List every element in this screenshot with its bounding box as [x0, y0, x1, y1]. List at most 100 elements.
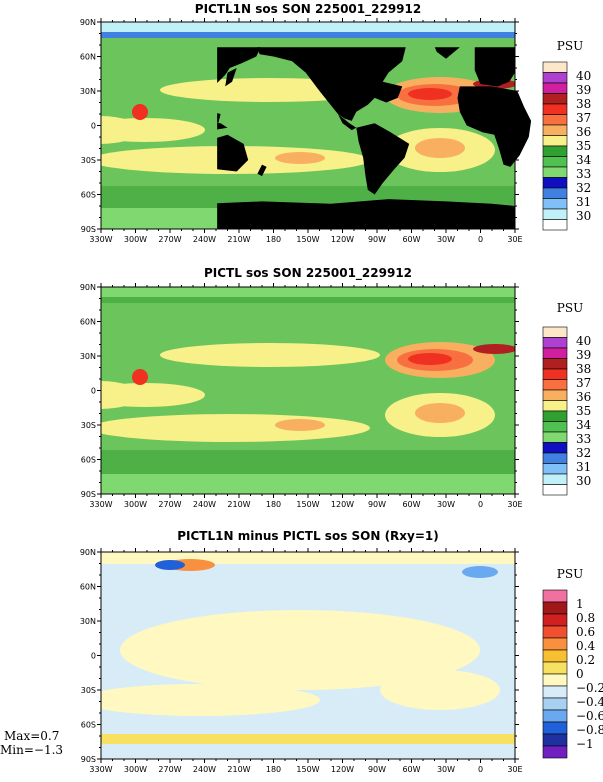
y-tick-label: 60S — [81, 721, 96, 730]
x-tick-label: 150W — [296, 235, 319, 244]
colorbar-label: −0.6 — [576, 709, 603, 723]
x-tick-label: 0 — [478, 500, 483, 509]
x-tick-label: 120W — [331, 235, 354, 244]
x-tick-label: 60W — [402, 235, 420, 244]
colorbar-swatch — [542, 166, 568, 178]
x-tick-label: 30E — [507, 500, 522, 509]
panel-3-map — [101, 552, 515, 759]
panel-3-title: PICTL1N minus PICTL sos SON (Rxy=1) — [177, 529, 439, 543]
colorbar-label: −0.2 — [576, 681, 603, 695]
x-tick-label: 150W — [296, 500, 319, 509]
colorbar-swatch — [542, 589, 568, 603]
colorbar-label: 36 — [576, 390, 591, 404]
x-tick-label: 330W — [89, 500, 112, 509]
x-tick-label: 30W — [437, 765, 455, 774]
x-tick-label: 30W — [437, 235, 455, 244]
colorbar-swatch — [542, 61, 568, 73]
max-stat: Max=0.7 — [4, 729, 59, 743]
y-tick-label: 30N — [80, 352, 96, 361]
colorbar-swatch — [542, 463, 568, 475]
colorbar-swatch — [542, 421, 568, 433]
x-tick-label: 270W — [158, 235, 181, 244]
y-tick-label: 30S — [81, 686, 96, 695]
colorbar-label: 0.6 — [576, 625, 595, 639]
x-tick-label: 210W — [227, 765, 250, 774]
colorbar-label: 33 — [576, 432, 591, 446]
colorbar-swatch — [542, 721, 568, 735]
colorbar-swatch — [542, 601, 568, 615]
colorbar-label: 38 — [576, 97, 591, 111]
colorbar-label: −0.4 — [576, 695, 603, 709]
colorbar-swatch — [542, 368, 568, 380]
x-tick-label: 180 — [266, 500, 281, 509]
y-tick-label: 0 — [91, 387, 96, 396]
panel-3-colorbar: 10.80.60.40.20−0.2−0.4−0.6−0.8−1 — [542, 589, 603, 759]
y-tick-label: 30S — [81, 421, 96, 430]
x-tick-label: 210W — [227, 500, 250, 509]
colorbar-swatch — [542, 326, 568, 338]
x-tick-label: 30E — [507, 765, 522, 774]
x-tick-label: 90W — [368, 235, 386, 244]
y-tick-label: 60S — [81, 191, 96, 200]
colorbar-label: 0 — [576, 667, 584, 681]
colorbar-swatch — [542, 484, 568, 496]
colorbar-swatch — [542, 358, 568, 370]
colorbar-label: 30 — [576, 474, 591, 488]
y-tick-label: 90N — [80, 18, 96, 27]
panel-3-units: PSU — [557, 567, 583, 581]
colorbar-label: 40 — [576, 334, 591, 348]
colorbar-swatch — [542, 187, 568, 199]
panel-2-title: PICTL sos SON 225001_229912 — [204, 266, 412, 281]
panel-1-axes: 330W 300W 270W 240W 210W 180 150W 120W 90W 60W 30W… — [80, 18, 523, 244]
x-tick-label: 330W — [89, 235, 112, 244]
x-tick-label: 240W — [193, 765, 216, 774]
y-tick-label: 90N — [80, 548, 96, 557]
x-tick-label: 210W — [227, 235, 250, 244]
panel-2: PICTL sos SON 225001_229912 330W 300W 270W… — [80, 266, 592, 509]
colorbar-swatch — [542, 431, 568, 443]
panel-1-units: PSU — [557, 39, 583, 53]
x-tick-label: 330W — [89, 765, 112, 774]
colorbar-swatch — [542, 649, 568, 663]
y-tick-label: 60N — [80, 53, 96, 62]
colorbar-label: 40 — [576, 69, 591, 83]
colorbar-swatch — [542, 72, 568, 84]
colorbar-label: 39 — [576, 83, 591, 97]
x-tick-label: 60W — [402, 500, 420, 509]
colorbar-swatch — [542, 661, 568, 675]
x-tick-label: 120W — [331, 765, 354, 774]
y-tick-label: 30S — [81, 156, 96, 165]
y-tick-label: 90S — [81, 490, 96, 499]
colorbar-swatch — [542, 389, 568, 401]
colorbar-swatch — [542, 208, 568, 220]
x-tick-label: 180 — [266, 765, 281, 774]
colorbar-swatch — [542, 400, 568, 412]
colorbar-swatch — [542, 82, 568, 94]
x-tick-label: 240W — [193, 235, 216, 244]
colorbar-swatch — [542, 156, 568, 168]
panel-2-map — [101, 287, 515, 494]
colorbar-swatch — [542, 673, 568, 687]
x-tick-label: 300W — [124, 235, 147, 244]
y-tick-label: 0 — [91, 122, 96, 131]
y-tick-label: 90S — [81, 225, 96, 234]
colorbar-swatch — [542, 337, 568, 349]
y-tick-label: 30N — [80, 617, 96, 626]
colorbar-label: 32 — [576, 446, 591, 460]
colorbar-swatch — [542, 114, 568, 126]
colorbar-label: 35 — [576, 139, 591, 153]
colorbar-label: 0.8 — [576, 611, 595, 625]
colorbar-label: −1 — [576, 737, 594, 751]
colorbar-label: −0.8 — [576, 723, 603, 737]
colorbar-swatch — [542, 177, 568, 189]
colorbar-label: 32 — [576, 181, 591, 195]
x-tick-label: 30W — [437, 500, 455, 509]
colorbar-label: 34 — [576, 418, 592, 432]
y-tick-label: 60N — [80, 318, 96, 327]
colorbar-label: 39 — [576, 348, 591, 362]
panel-3: PICTL1N minus PICTL sos SON (Rxy=1) 330W… — [0, 529, 603, 774]
colorbar-swatch — [542, 103, 568, 115]
